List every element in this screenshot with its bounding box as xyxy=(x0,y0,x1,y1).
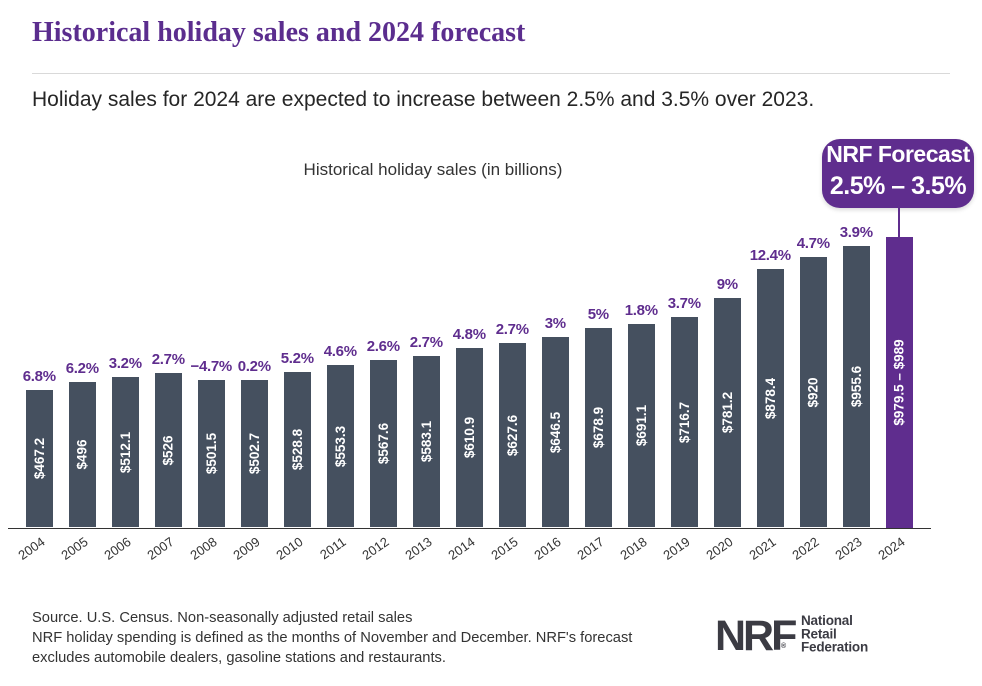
svg-text:NRF: NRF xyxy=(715,614,796,660)
svg-text:Federation: Federation xyxy=(801,640,868,655)
svg-text:®: ® xyxy=(781,642,787,650)
